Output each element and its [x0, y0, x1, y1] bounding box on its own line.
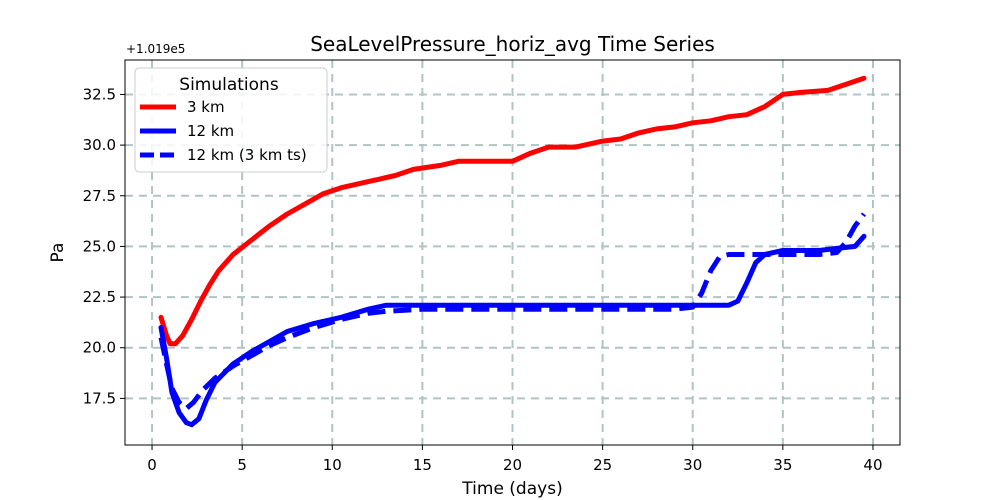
series-line-2: [158, 212, 867, 411]
x-tick-label: 15: [413, 456, 432, 474]
y-tick-label: 27.5: [83, 187, 116, 205]
y-tick-label: 30.0: [83, 136, 116, 154]
legend-title: Simulations: [179, 75, 279, 95]
x-tick-label: 40: [863, 456, 882, 474]
x-tick-label: 20: [503, 456, 522, 474]
y-axis-label: Pa: [48, 243, 68, 263]
x-tick-label: 5: [237, 456, 247, 474]
y-tick-label: 17.5: [83, 389, 116, 407]
series-line-1: [158, 233, 867, 428]
x-tick-label: 30: [683, 456, 702, 474]
x-tick-label: 25: [593, 456, 612, 474]
legend: Simulations 3 km 12 km 12 km (3 km ts): [134, 67, 328, 173]
x-axis-label: Time (days): [461, 479, 562, 499]
y-tick-label: 20.0: [83, 339, 116, 357]
legend-box: [134, 67, 328, 173]
x-axis-ticks: 0 5 10 15 20 25 30 35 40: [147, 445, 883, 474]
series-group: [158, 75, 867, 428]
y-tick-label: 32.5: [83, 85, 116, 103]
x-tick-label: 0: [147, 456, 157, 474]
x-tick-label: 10: [323, 456, 342, 474]
y-tick-label: 22.5: [83, 288, 116, 306]
series-line-0: [158, 75, 867, 347]
legend-label-12km: 12 km: [187, 122, 234, 140]
y-axis-ticks: 17.5 20.0 22.5 25.0 27.5 30.0 32.5: [83, 85, 125, 407]
legend-label-12km-3km-ts: 12 km (3 km ts): [187, 146, 307, 164]
chart-title: SeaLevelPressure_horiz_avg Time Series: [310, 32, 715, 56]
y-tick-label: 25.0: [83, 237, 116, 255]
y-offset-text: +1.019e5: [126, 42, 185, 56]
x-tick-label: 35: [773, 456, 792, 474]
legend-label-3km: 3 km: [187, 98, 225, 116]
